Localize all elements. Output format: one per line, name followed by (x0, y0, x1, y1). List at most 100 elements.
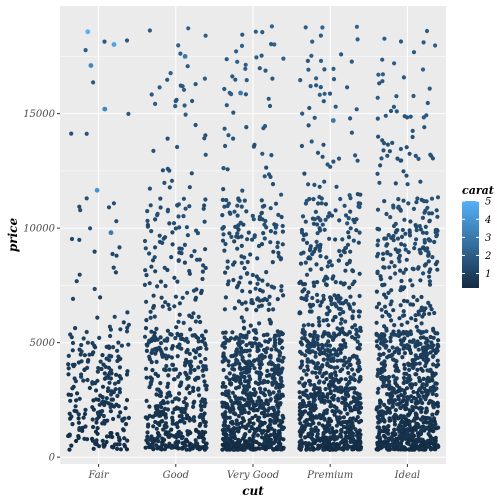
data-point (311, 280, 316, 285)
data-point (334, 429, 339, 434)
data-point (81, 378, 86, 383)
data-point (428, 303, 433, 308)
data-point (95, 426, 100, 431)
data-point (334, 405, 339, 411)
data-point (430, 156, 435, 161)
data-point (430, 255, 435, 260)
data-point (252, 431, 257, 436)
data-point (177, 345, 182, 350)
data-point (184, 447, 189, 452)
data-point (326, 422, 331, 427)
data-point (145, 222, 150, 228)
data-point (158, 205, 163, 210)
data-point (358, 401, 363, 406)
data-point (243, 440, 248, 445)
data-point (231, 277, 236, 283)
data-point (102, 371, 107, 376)
data-point (171, 377, 177, 382)
data-point (69, 335, 74, 340)
data-point (98, 295, 103, 300)
data-point (303, 381, 308, 386)
data-point (250, 438, 255, 443)
data-point (228, 336, 234, 341)
data-point (341, 338, 346, 343)
data-point (357, 342, 363, 347)
data-point (265, 379, 270, 384)
data-point (401, 344, 406, 349)
data-point (97, 335, 102, 340)
data-point (389, 288, 394, 293)
data-point (300, 111, 305, 116)
data-point (117, 438, 122, 443)
data-point (416, 309, 421, 314)
data-point (241, 222, 246, 227)
data-point (337, 332, 342, 337)
data-point (358, 374, 363, 380)
data-point (397, 259, 402, 264)
data-point (410, 427, 415, 432)
data-point (303, 423, 308, 428)
data-point (339, 52, 344, 57)
data-point (325, 264, 330, 269)
data-point (157, 422, 162, 427)
data-point (408, 350, 413, 356)
data-point (78, 208, 83, 213)
data-point (398, 288, 403, 293)
data-point (155, 211, 160, 216)
data-point (204, 441, 209, 446)
data-point (306, 67, 311, 72)
data-point (318, 303, 323, 308)
data-point (335, 352, 340, 357)
data-point (252, 392, 257, 398)
data-point (244, 209, 249, 214)
data-point (268, 229, 273, 234)
data-point (226, 359, 231, 364)
data-point (329, 213, 335, 218)
data-point (357, 360, 362, 365)
data-point (328, 352, 333, 357)
data-point (152, 330, 157, 335)
data-point (345, 365, 350, 370)
data-point (308, 84, 313, 89)
data-point (251, 404, 257, 409)
data-point (380, 283, 385, 288)
data-point (70, 340, 76, 346)
data-point (358, 328, 363, 333)
data-point (222, 307, 227, 312)
data-point (280, 242, 285, 247)
data-point (388, 108, 394, 114)
data-point (406, 428, 412, 433)
data-point (377, 336, 382, 341)
data-point (351, 238, 356, 243)
data-point (245, 237, 250, 242)
data-point (420, 426, 425, 431)
data-point (275, 240, 280, 245)
data-point (275, 244, 280, 250)
data-point (232, 260, 237, 265)
data-point (82, 411, 88, 417)
data-point (430, 370, 435, 375)
data-point (376, 356, 381, 362)
data-point (348, 209, 353, 214)
data-point (319, 201, 324, 206)
data-point (264, 225, 269, 230)
data-point (355, 339, 360, 344)
data-point (167, 185, 172, 190)
data-point (323, 425, 328, 430)
data-point (158, 335, 163, 340)
data-point (404, 173, 409, 178)
data-point (243, 62, 248, 67)
data-point (196, 375, 201, 380)
data-point (305, 364, 310, 369)
data-point (325, 305, 330, 310)
data-point (270, 260, 275, 265)
data-point (343, 430, 348, 435)
data-point (433, 262, 438, 267)
data-point (391, 329, 396, 334)
data-point (184, 225, 189, 230)
data-point (250, 344, 255, 349)
data-point (403, 247, 408, 252)
data-point (400, 227, 405, 233)
data-point (356, 314, 362, 319)
data-point (423, 446, 428, 451)
